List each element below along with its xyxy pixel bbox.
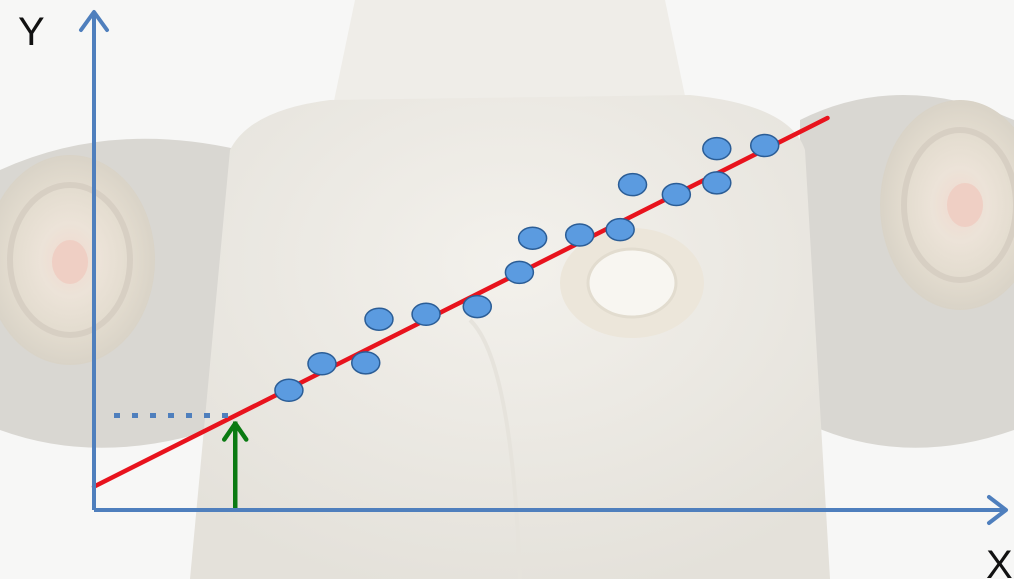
data-point-1: [274, 378, 304, 403]
data-point-12: [661, 182, 692, 207]
y-axis-label: Y: [18, 10, 45, 54]
marker-arrow-head-icon: [221, 421, 249, 442]
marker-layer: [114, 413, 249, 510]
data-point-10: [605, 217, 635, 242]
data-point-6: [462, 294, 493, 319]
data-points-layer: [274, 133, 780, 403]
chest-ring-icon: [560, 228, 704, 338]
data-point-5: [411, 302, 441, 326]
data-point-13: [702, 171, 732, 195]
x-axis-arrow-icon: [987, 495, 1008, 525]
data-point-9: [564, 223, 595, 247]
data-point-14: [702, 136, 732, 161]
axes-layer: [79, 10, 1008, 525]
data-point-7: [504, 260, 535, 285]
data-point-3: [351, 351, 381, 375]
right-motor-icon: [880, 100, 1014, 310]
data-point-8: [517, 226, 548, 250]
data-point-11: [617, 172, 648, 197]
y-axis-arrow-icon: [79, 10, 109, 32]
left-motor-icon: [0, 155, 155, 365]
data-point-2: [307, 352, 337, 376]
data-point-4: [364, 307, 394, 331]
x-axis-label: X: [986, 543, 1013, 579]
data-point-15: [749, 133, 780, 158]
